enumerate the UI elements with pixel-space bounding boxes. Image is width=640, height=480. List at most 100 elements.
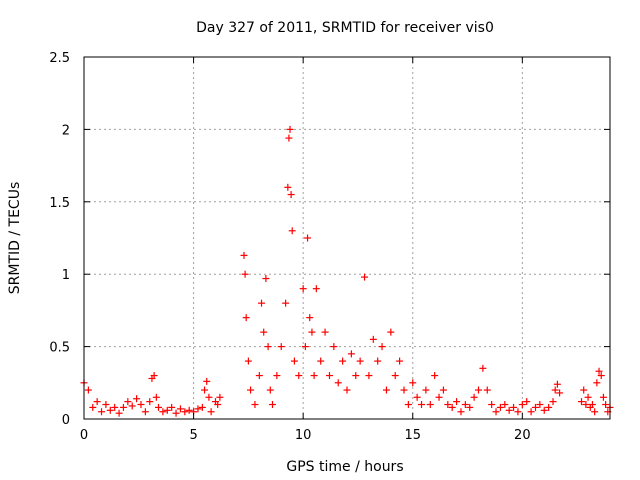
data-point: [396, 357, 404, 365]
data-point: [591, 408, 599, 416]
data-point: [168, 403, 176, 411]
data-point: [488, 401, 496, 409]
data-point: [304, 234, 312, 242]
data-point: [288, 227, 296, 235]
data-point: [290, 357, 298, 365]
data-point: [580, 386, 588, 394]
data-point: [111, 403, 119, 411]
data-point: [325, 372, 333, 380]
data-point: [365, 372, 373, 380]
chart-title: Day 327 of 2011, SRMTID for receiver vis…: [196, 20, 494, 36]
data-point: [102, 401, 110, 409]
data-point: [201, 386, 209, 394]
data-point: [205, 393, 213, 401]
data-point: [334, 379, 342, 387]
data-point: [479, 364, 487, 372]
data-point: [286, 125, 294, 133]
data-point: [531, 403, 539, 411]
data-point: [426, 401, 434, 409]
x-tick-label: 20: [514, 428, 531, 443]
x-tick-label: 15: [404, 428, 421, 443]
data-point: [287, 191, 295, 199]
data-point: [198, 403, 206, 411]
data-point: [444, 401, 452, 409]
data-point: [545, 403, 553, 411]
data-point: [400, 386, 408, 394]
data-point: [84, 386, 92, 394]
data-point: [282, 299, 290, 307]
data-point: [553, 380, 561, 388]
data-point: [343, 386, 351, 394]
data-point: [317, 357, 325, 365]
data-point: [483, 386, 491, 394]
data-point: [602, 401, 610, 409]
data-point: [242, 314, 250, 322]
data-point: [128, 402, 136, 410]
data-point: [310, 372, 318, 380]
data-point: [540, 406, 548, 414]
data-point: [273, 372, 281, 380]
data-point: [556, 389, 564, 397]
data-point: [163, 406, 171, 414]
data-point: [514, 408, 522, 416]
data-point: [352, 372, 360, 380]
data-point: [453, 398, 461, 406]
data-point: [266, 386, 274, 394]
y-tick-label: 0.5: [49, 341, 70, 356]
data-point: [597, 372, 605, 380]
data-point: [448, 403, 456, 411]
data-point: [496, 403, 504, 411]
data-point: [150, 372, 158, 380]
data-point: [194, 405, 202, 413]
data-point: [321, 328, 329, 336]
data-point: [214, 401, 222, 409]
data-point: [133, 395, 141, 403]
data-point: [584, 393, 592, 401]
data-point: [457, 408, 465, 416]
data-point: [124, 398, 132, 406]
data-point: [588, 401, 596, 409]
data-point: [301, 343, 309, 351]
data-point: [115, 409, 123, 417]
data-point: [387, 328, 395, 336]
data-point: [439, 386, 447, 394]
x-tick-label: 0: [80, 428, 88, 443]
x-tick-label: 10: [295, 428, 312, 443]
data-point: [172, 409, 180, 417]
data-point: [339, 357, 347, 365]
plot-frame: [83, 56, 611, 420]
data-point: [413, 393, 421, 401]
tick-labels: 0 5 10 15 20 0 0.5 1 1.5 2 2.5: [49, 51, 530, 443]
data-point: [475, 386, 482, 394]
data-point: [382, 386, 390, 394]
data-point: [155, 403, 163, 411]
data-point: [523, 398, 531, 406]
data-point: [277, 343, 285, 351]
data-point: [435, 393, 443, 401]
data-point: [404, 401, 412, 409]
data-point: [119, 403, 127, 411]
data-point: [251, 401, 259, 409]
data-point: [255, 372, 263, 380]
y-tick-label: 2: [62, 123, 70, 138]
x-axis-label: GPS time / hours: [286, 459, 403, 475]
data-point: [203, 377, 211, 385]
data-point: [599, 393, 607, 401]
data-point: [330, 343, 338, 351]
data-point: [501, 401, 509, 409]
data-point: [356, 357, 364, 365]
data-point: [431, 372, 439, 380]
data-point: [98, 408, 106, 416]
data-point: [185, 406, 193, 414]
data-point: [216, 393, 224, 401]
data-point: [391, 372, 399, 380]
data-point: [141, 408, 149, 416]
data-point: [551, 386, 559, 394]
data-point: [181, 408, 189, 416]
data-point: [312, 285, 320, 293]
x-tick-label: 5: [189, 428, 197, 443]
data-point: [470, 393, 478, 401]
data-point: [466, 403, 474, 411]
data-point: [207, 408, 215, 416]
